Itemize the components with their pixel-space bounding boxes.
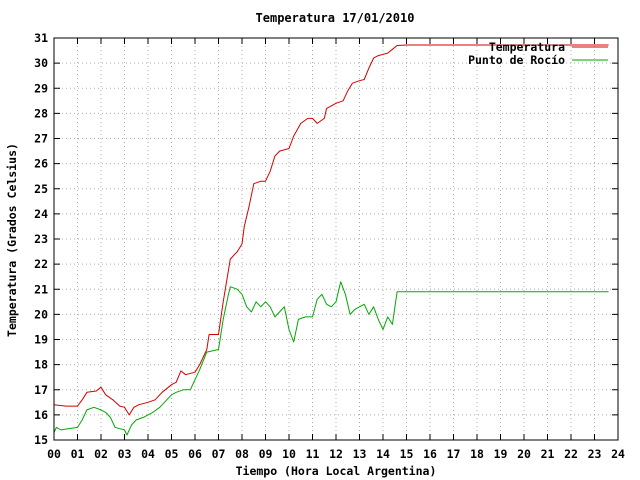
- x-axis-label: Tiempo (Hora Local Argentina): [236, 464, 437, 478]
- grid: [54, 38, 618, 440]
- y-tick-label: 21: [34, 282, 48, 296]
- x-tick-label: 17: [447, 447, 461, 461]
- x-tick-label: 13: [353, 447, 367, 461]
- y-tick-label: 22: [34, 257, 48, 271]
- y-tick-label: 18: [34, 358, 48, 372]
- x-tick-label: 18: [470, 447, 484, 461]
- x-tick-label: 03: [118, 447, 132, 461]
- x-tick-label: 14: [376, 447, 390, 461]
- x-tick-label: 04: [141, 447, 155, 461]
- y-tick-label: 30: [34, 56, 48, 70]
- x-tick-label: 19: [494, 447, 508, 461]
- y-tick-label: 19: [34, 333, 48, 347]
- y-tick-label: 27: [34, 132, 48, 146]
- y-tick-label: 20: [34, 307, 48, 321]
- series-line-1: [53, 281, 609, 436]
- x-tick-label: 24: [611, 447, 625, 461]
- x-axis-ticks: 00 01 02 03 04 05 06 07 08 09 10 11 12 13 14 15 16 17 18 19…: [47, 38, 625, 461]
- y-tick-label: 15: [34, 433, 48, 447]
- legend-label: Temperatura: [489, 40, 565, 54]
- series-line-0: [53, 44, 609, 416]
- y-tick-label: 28: [34, 106, 48, 120]
- x-tick-label: 10: [282, 447, 296, 461]
- y-tick-label: 16: [34, 408, 48, 422]
- legend-label: Punto de Rocío: [468, 53, 565, 67]
- x-tick-label: 20: [517, 447, 531, 461]
- y-tick-label: 26: [34, 157, 48, 171]
- x-tick-label: 01: [71, 447, 85, 461]
- x-tick-label: 02: [94, 447, 108, 461]
- x-tick-label: 06: [188, 447, 202, 461]
- y-tick-label: 29: [34, 81, 48, 95]
- x-tick-label: 21: [541, 447, 555, 461]
- x-tick-label: 12: [329, 447, 343, 461]
- x-tick-label: 05: [165, 447, 179, 461]
- y-tick-label: 17: [34, 383, 48, 397]
- x-tick-label: 23: [588, 447, 602, 461]
- y-axis-ticks: 15 16 17 18 19 20 21 22 23 24 25 26 27 28 29 30 31: [34, 31, 618, 447]
- x-tick-label: 16: [423, 447, 437, 461]
- y-tick-label: 25: [34, 182, 48, 196]
- y-tick-label: 23: [34, 232, 48, 246]
- x-tick-label: 00: [47, 447, 61, 461]
- x-tick-label: 09: [259, 447, 273, 461]
- series-lines: [53, 44, 609, 436]
- y-tick-label: 24: [34, 207, 48, 221]
- x-tick-label: 08: [235, 447, 249, 461]
- x-tick-label: 22: [564, 447, 578, 461]
- y-axis-label: Temperatura (Grados Celsius): [5, 143, 19, 337]
- chart-title: Temperatura 17/01/2010: [256, 11, 415, 25]
- y-tick-label: 31: [34, 31, 48, 45]
- x-tick-label: 15: [400, 447, 414, 461]
- x-tick-label: 11: [306, 447, 320, 461]
- x-tick-label: 07: [212, 447, 226, 461]
